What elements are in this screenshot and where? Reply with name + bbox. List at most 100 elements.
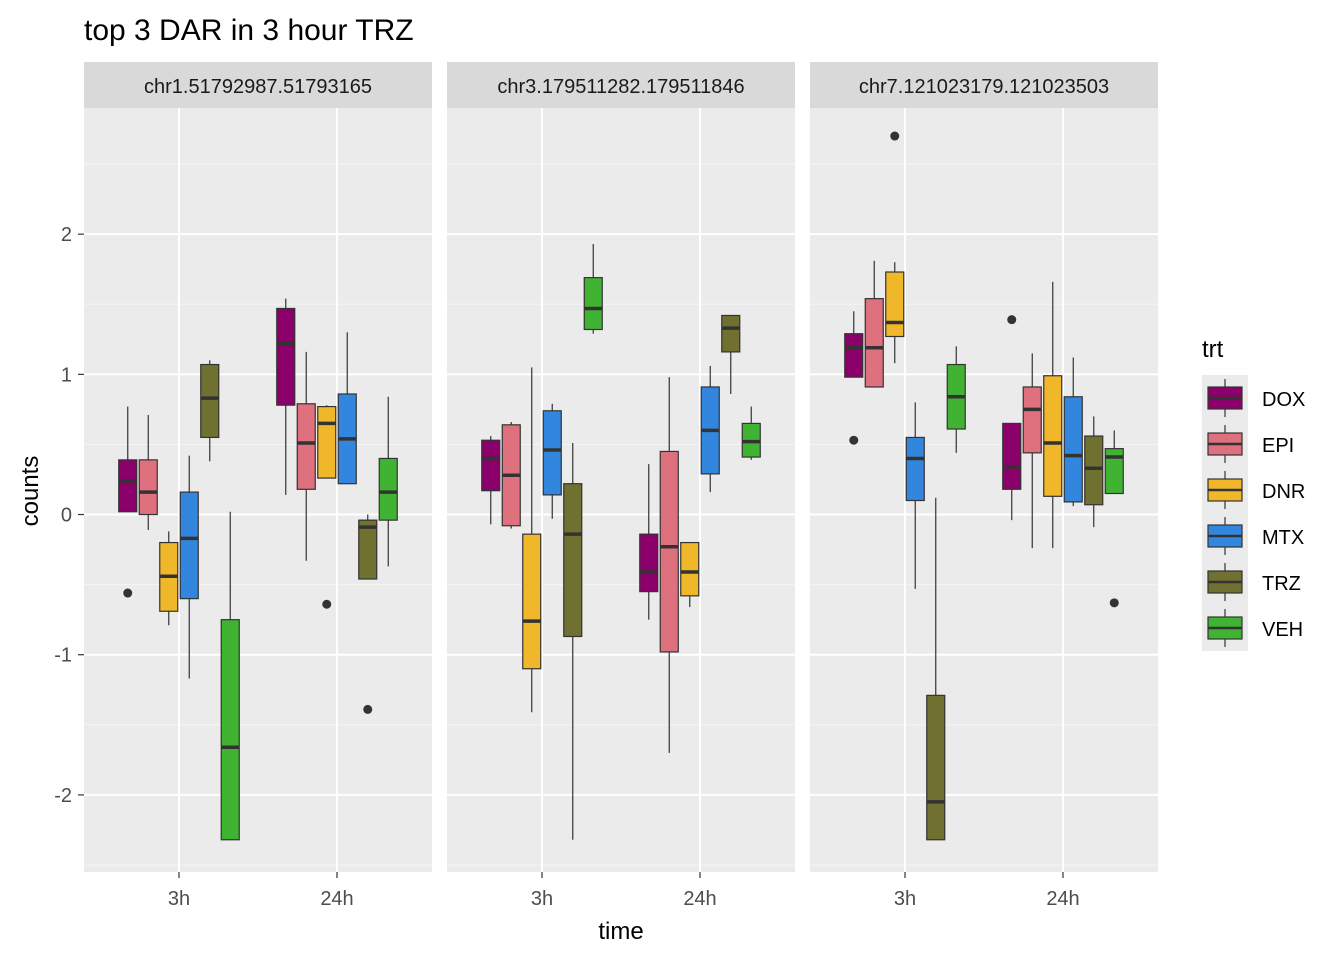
boxplot-mtx-3h <box>179 455 199 679</box>
legend-label: DOX <box>1262 389 1305 411</box>
box <box>1002 422 1022 490</box>
legend-label: MTX <box>1262 527 1304 549</box>
legend-item-mtx: MTX <box>1202 513 1304 559</box>
box <box>542 410 562 496</box>
legend-item-trz: TRZ <box>1202 559 1301 605</box>
boxplot-veh-3h <box>220 511 240 841</box>
legend: trt DOX EPI DNR MTX TRZ VEH <box>1202 336 1305 651</box>
boxplot-dnr-24h <box>1043 281 1063 549</box>
boxplot-dox-3h <box>118 406 138 598</box>
box <box>1043 375 1063 497</box>
boxplot-dnr-24h <box>317 405 337 609</box>
box <box>522 533 542 670</box>
box <box>358 519 378 580</box>
boxplot-trz-24h <box>1084 416 1104 528</box>
outlier-point <box>1109 598 1119 608</box>
facet-strip <box>84 62 432 108</box>
outlier-point <box>123 588 133 598</box>
boxplot-epi-3h <box>138 415 158 530</box>
box <box>378 457 398 521</box>
legend-label: VEH <box>1262 619 1303 641</box>
box <box>680 541 700 597</box>
boxplot-epi-24h <box>1022 353 1042 549</box>
boxplot-dnr-3h <box>159 531 179 626</box>
boxplot-mtx-24h <box>1063 357 1083 507</box>
facet-strip-label: chr3.179511282.179511846 <box>497 76 744 98</box>
legend-item-dox: DOX <box>1202 375 1305 421</box>
box <box>639 533 659 593</box>
outlier-point <box>890 131 900 141</box>
box <box>200 363 220 439</box>
legend-item-veh: VEH <box>1202 605 1303 651</box>
box <box>721 314 741 353</box>
facet-panel: chr7.121023179.121023503 3h 24h <box>810 62 1158 910</box>
box <box>138 459 158 516</box>
boxplot-mtx-24h <box>700 365 720 493</box>
boxplot-trz-3h <box>926 497 946 841</box>
boxplot-mtx-3h <box>905 402 925 589</box>
boxplot-dox-24h <box>639 464 659 620</box>
legend-title: trt <box>1202 336 1224 363</box>
boxplot-mtx-3h <box>542 403 562 519</box>
boxplot-veh-24h <box>378 396 398 567</box>
facet-strip-label: chr7.121023179.121023503 <box>859 76 1109 98</box>
outlier-point <box>363 704 373 714</box>
boxplot-trz-3h <box>563 443 583 840</box>
box <box>220 619 240 841</box>
legend-label: EPI <box>1262 435 1294 457</box>
boxplot-trz-24h <box>358 514 378 714</box>
boxplot-trz-3h <box>200 360 220 462</box>
x-tick-label: 24h <box>1046 888 1079 910</box>
boxplot-veh-3h <box>583 243 603 334</box>
boxplot-dox-3h <box>481 436 501 525</box>
boxplot-epi-3h <box>501 422 521 529</box>
y-axis-label: counts <box>17 456 44 527</box>
boxplot-dnr-3h <box>522 367 542 713</box>
box <box>659 450 679 653</box>
box <box>1084 435 1104 506</box>
x-tick-label: 3h <box>168 888 190 910</box>
facet-strip-label: chr1.51792987.51793165 <box>144 76 372 98</box>
box <box>481 439 501 492</box>
y-tick-label: 2 <box>61 224 72 246</box>
box <box>563 483 583 638</box>
y-tick-label: 1 <box>61 364 72 386</box>
x-tick-label: 3h <box>531 888 553 910</box>
box <box>926 694 946 841</box>
y-tick-label: 0 <box>61 505 72 527</box>
x-tick-label: 24h <box>683 888 716 910</box>
box <box>118 459 138 513</box>
outlier-point <box>322 599 332 609</box>
x-axis-label: time <box>598 918 643 945</box>
boxplot-trz-24h <box>721 314 741 394</box>
boxplot-dox-24h <box>276 298 296 495</box>
box <box>583 277 603 331</box>
facet-panels: chr1.51792987.51793165 3h 24h chr3.17951128… <box>54 62 1158 910</box>
facet-strip <box>447 62 795 108</box>
box <box>1104 448 1124 495</box>
box <box>296 403 316 490</box>
boxplot-veh-24h <box>741 406 761 460</box>
boxplot-epi-24h <box>296 351 316 561</box>
y-axis: -2 -1 0 1 2 <box>54 224 84 807</box>
x-tick-label: 24h <box>320 888 353 910</box>
box <box>905 436 925 502</box>
box <box>885 271 905 338</box>
boxplot-epi-24h <box>659 377 679 753</box>
box <box>864 298 884 388</box>
y-tick-label: -1 <box>54 645 72 667</box>
outlier-point <box>849 435 859 445</box>
boxplot-veh-3h <box>946 346 966 453</box>
outlier-point <box>1007 315 1017 325</box>
box <box>276 307 296 406</box>
legend-item-epi: EPI <box>1202 421 1294 467</box>
boxplot-dox-3h <box>844 311 864 445</box>
boxplot-dox-24h <box>1002 315 1022 521</box>
legend-item-dnr: DNR <box>1202 467 1305 513</box>
box <box>844 333 864 378</box>
box <box>179 491 199 600</box>
y-tick-label: -2 <box>54 785 72 807</box>
legend-label: TRZ <box>1262 573 1301 595</box>
box <box>1063 396 1083 503</box>
